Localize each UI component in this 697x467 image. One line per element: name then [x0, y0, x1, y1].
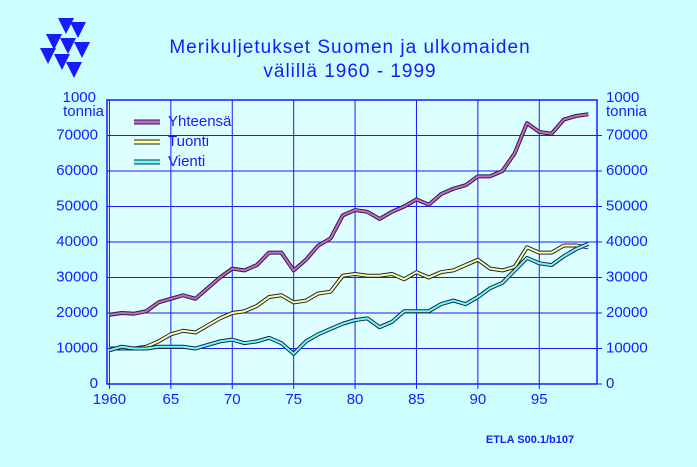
y-axis-label: 1000: [63, 89, 96, 106]
x-tick-label: 75: [285, 391, 302, 408]
source: ETLA S00.1/b107: [486, 434, 574, 446]
x-tick-label: 70: [224, 391, 241, 408]
y2-tick-label: 70000: [606, 126, 648, 143]
y2-axis-label: tonnia: [606, 103, 648, 120]
logo: [40, 18, 90, 78]
y2-tick-label: 20000: [606, 304, 648, 321]
x-tick-label: 95: [531, 391, 548, 408]
x-tick-label: 85: [408, 391, 425, 408]
chart-subtitle: välillä 1960 - 1999: [263, 61, 436, 82]
x-tick-label: 90: [470, 391, 487, 408]
y-tick-label: 30000: [56, 268, 98, 285]
y-tick-label: 20000: [56, 304, 98, 321]
y2-axis-label: 1000: [606, 89, 639, 106]
y2-tick-label: 30000: [606, 268, 648, 285]
legend-label: Vienti: [168, 153, 205, 170]
y-tick-label: 40000: [56, 233, 98, 250]
chart-title: Merikuljetukset Suomen ja ulkomaiden: [169, 37, 530, 58]
line: [109, 113, 589, 316]
y2-tick-label: 10000: [606, 339, 648, 356]
y2-tick-label: 40000: [606, 233, 648, 250]
line: [109, 242, 589, 355]
y-tick-label: 50000: [56, 197, 98, 214]
x-tick-label: 80: [347, 391, 364, 408]
y2-tick-label: 0: [606, 375, 614, 392]
x-tick-label: 1960: [93, 391, 126, 408]
y-axis-label: tonnia: [63, 103, 105, 120]
y-tick-label: 60000: [56, 162, 98, 179]
y2-tick-label: 50000: [606, 197, 648, 214]
y-tick-label: 70000: [56, 126, 98, 143]
legend-label: Yhteensä: [168, 113, 232, 130]
legend-label: Tuonti: [168, 133, 209, 150]
y-tick-label: 10000: [56, 339, 98, 356]
y2-tick-label: 60000: [606, 162, 648, 179]
line: [109, 244, 589, 350]
y-tick-label: 0: [90, 375, 98, 392]
x-tick-label: 65: [163, 391, 180, 408]
